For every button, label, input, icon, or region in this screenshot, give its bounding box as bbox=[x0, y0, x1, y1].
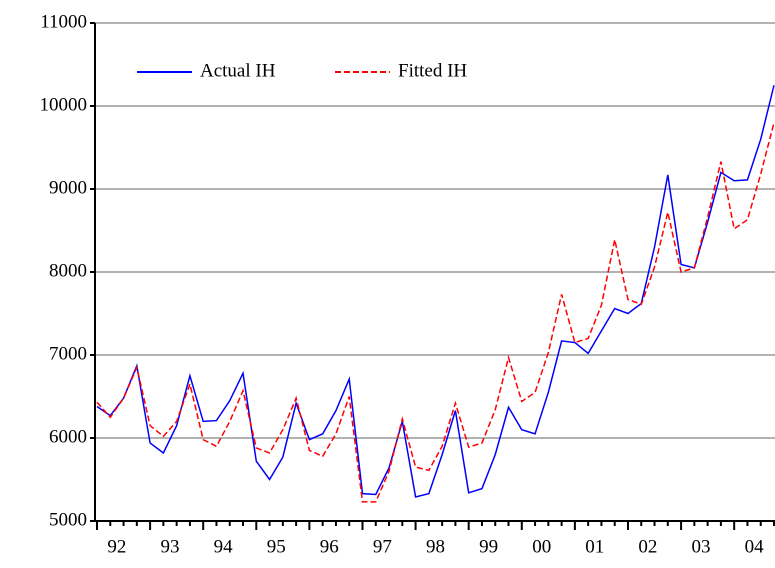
y-tick-label: 10000 bbox=[40, 94, 88, 115]
y-tick-label: 7000 bbox=[49, 343, 87, 364]
y-tick-label: 8000 bbox=[49, 260, 87, 281]
legend-label: Actual IH bbox=[200, 60, 276, 81]
x-tick-label: 01 bbox=[585, 536, 604, 557]
y-tick-label: 5000 bbox=[49, 509, 87, 530]
x-tick-label: 00 bbox=[532, 536, 551, 557]
y-tick-label: 9000 bbox=[49, 177, 87, 198]
x-tick-label: 97 bbox=[373, 536, 392, 557]
x-tick-label: 04 bbox=[745, 536, 765, 557]
x-tick-label: 02 bbox=[638, 536, 657, 557]
legend-label: Fitted IH bbox=[398, 60, 467, 81]
x-tick-label: 98 bbox=[426, 536, 445, 557]
x-tick-label: 93 bbox=[161, 536, 180, 557]
data-line bbox=[96, 122, 775, 503]
x-tick-label: 03 bbox=[691, 536, 710, 557]
x-tick-label: 95 bbox=[267, 536, 286, 557]
x-tick-label: 96 bbox=[320, 536, 339, 557]
y-tick-label: 6000 bbox=[49, 426, 87, 447]
x-tick-label: 99 bbox=[479, 536, 498, 557]
data-line bbox=[96, 85, 775, 498]
y-tick-label: 11000 bbox=[40, 11, 87, 32]
x-tick-label: 94 bbox=[214, 536, 234, 557]
x-tick-label: 92 bbox=[107, 536, 126, 557]
